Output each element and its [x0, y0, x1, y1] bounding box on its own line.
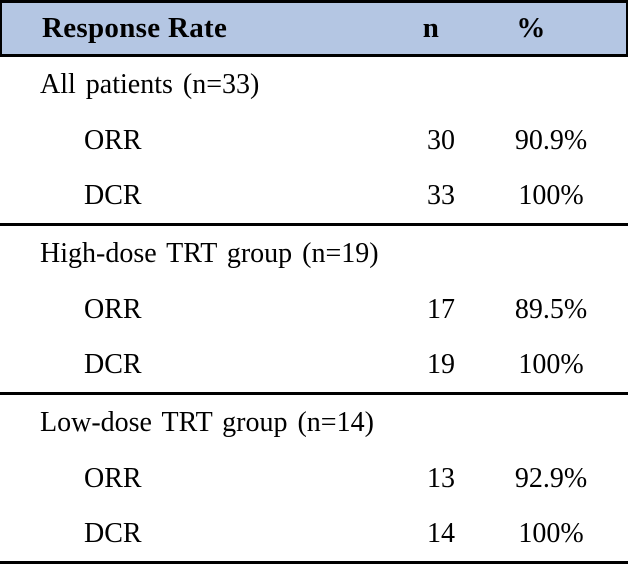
row-pct-value: 100%: [518, 348, 584, 380]
row-label: ORR: [84, 462, 142, 494]
row-label: ORR: [84, 124, 142, 156]
table-row-orr: ORR 30 90.9%: [0, 113, 628, 168]
row-n-value: 17: [427, 293, 455, 325]
header-n: n: [422, 12, 440, 44]
row-n-value: 33: [427, 179, 455, 211]
row-label: DCR: [84, 179, 142, 211]
table-row-dcr: DCR 33 100%: [0, 168, 628, 223]
row-n-value: 19: [427, 348, 455, 380]
group-title-low-dose: Low-dose TRT group (n=14): [40, 407, 374, 438]
group-title-all-patients: All patients (n=33): [40, 69, 260, 100]
row-pct-value: 100%: [518, 517, 584, 549]
row-n-value: 13: [427, 462, 455, 494]
row-pct-value: 89.5%: [514, 293, 588, 325]
row-pct-value: 100%: [518, 179, 584, 211]
row-label: ORR: [84, 293, 142, 325]
group-title-row: All patients (n=33): [0, 57, 628, 113]
section-high-dose-trt: High-dose TRT group (n=19) ORR 17 89.5% …: [0, 226, 628, 395]
row-label: DCR: [84, 517, 142, 549]
table-header-row: Response Rate n %: [0, 0, 628, 57]
group-title-high-dose: High-dose TRT group (n=19): [40, 238, 379, 269]
group-title-row: High-dose TRT group (n=19): [0, 226, 628, 282]
table-row-orr: ORR 13 92.9%: [0, 451, 628, 506]
row-n-value: 14: [427, 517, 455, 549]
header-response-rate: Response Rate: [42, 12, 228, 44]
response-rate-table: Response Rate n % All patients (n=33) OR…: [0, 0, 628, 564]
section-all-patients: All patients (n=33) ORR 30 90.9% DCR 33 …: [0, 57, 628, 226]
table-row-dcr: DCR 14 100%: [0, 506, 628, 561]
row-pct-value: 90.9%: [514, 124, 588, 156]
row-n-value: 30: [427, 124, 455, 156]
group-title-row: Low-dose TRT group (n=14): [0, 395, 628, 451]
section-low-dose-trt: Low-dose TRT group (n=14) ORR 13 92.9% D…: [0, 395, 628, 564]
row-pct-value: 92.9%: [514, 462, 588, 494]
row-label: DCR: [84, 348, 142, 380]
table-row-dcr: DCR 19 100%: [0, 337, 628, 392]
table-row-orr: ORR 17 89.5%: [0, 282, 628, 337]
header-percent: %: [516, 12, 546, 44]
